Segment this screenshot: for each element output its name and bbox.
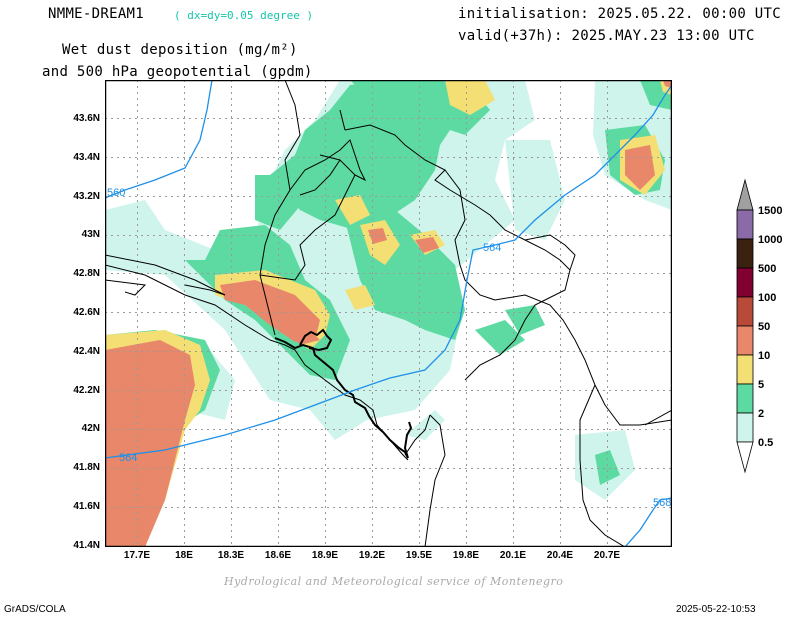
legend-label: 50 xyxy=(758,321,771,333)
map-title-line2: and 500 hPa geopotential (gpdm) xyxy=(42,64,313,80)
legend-swatch xyxy=(736,296,754,327)
legend-swatch xyxy=(736,354,754,385)
lon-label: 19.8E xyxy=(452,550,480,561)
legend-swatch-top xyxy=(736,178,754,211)
contour-label-564-west: 564 xyxy=(119,452,137,464)
lat-label: 43.2N xyxy=(73,191,100,202)
legend-swatch xyxy=(736,325,754,356)
legend-swatch-bottom xyxy=(736,441,754,474)
lon-label: 20.1E xyxy=(499,550,527,561)
legend-swatch xyxy=(736,412,754,443)
lat-label: 41.4N xyxy=(73,540,100,551)
graticule xyxy=(105,80,672,547)
init-time: initialisation: 2025.05.22. 00:00 UTC xyxy=(458,6,781,22)
legend-swatch xyxy=(736,383,754,414)
contour-label-564-east: 564 xyxy=(483,242,501,254)
legend-label: 10 xyxy=(758,350,771,362)
lon-label: 19.5E xyxy=(405,550,433,561)
lat-label: 43.4N xyxy=(73,152,100,163)
legend-label: 2 xyxy=(758,408,765,420)
legend-swatch xyxy=(736,267,754,298)
lat-label: 41.8N xyxy=(73,462,100,473)
lat-label: 41.6N xyxy=(73,501,100,512)
resolution-note: ( dx=dy=0.05 degree ) xyxy=(174,9,314,22)
lon-label: 20.4E xyxy=(546,550,574,561)
lon-label: 20.7E xyxy=(593,550,621,561)
credit-text: Hydrological and Meteorological service … xyxy=(224,575,564,588)
model-name: NMME-DREAM1 xyxy=(48,6,145,22)
contour-label-560: 560 xyxy=(107,187,125,199)
contour-label-568: 568 xyxy=(653,497,671,509)
lon-label: 18.6E xyxy=(264,550,292,561)
lat-label: 42.6N xyxy=(73,307,100,318)
map-title-line1: Wet dust deposition (mg/m²) xyxy=(62,42,298,58)
lat-label: 42.2N xyxy=(73,385,100,396)
legend-label: 1500 xyxy=(758,205,783,217)
legend-label: 0.5 xyxy=(758,437,774,449)
legend-swatch xyxy=(736,209,754,240)
lon-label: 17.7E xyxy=(123,550,151,561)
map-frame xyxy=(105,80,672,547)
coastline xyxy=(274,328,413,459)
footer-software: GrADS/COLA xyxy=(4,604,66,615)
footer-timestamp: 2025-05-22-10:53 xyxy=(676,604,756,615)
legend-label: 100 xyxy=(758,292,777,304)
lon-label: 18.9E xyxy=(311,550,339,561)
lon-label: 19.2E xyxy=(358,550,386,561)
legend-label: 500 xyxy=(758,263,777,275)
legend-label: 5 xyxy=(758,379,765,391)
lat-label: 43.6N xyxy=(73,113,100,124)
map-plot: 560 564 564 568 xyxy=(105,80,672,547)
geopotential-contours xyxy=(105,80,672,547)
lat-label: 42.8N xyxy=(73,268,100,279)
lon-label: 18E xyxy=(175,550,193,561)
lat-label: 42N xyxy=(81,423,100,434)
country-borders xyxy=(105,80,672,547)
legend-colorbar xyxy=(736,178,754,474)
lat-label: 43N xyxy=(81,229,100,240)
lon-label: 18.3E xyxy=(217,550,245,561)
legend-swatch xyxy=(736,238,754,269)
valid-time: valid(+37h): 2025.MAY.23 13:00 UTC xyxy=(458,28,755,44)
lat-label: 42.4N xyxy=(73,346,100,357)
legend-label: 1000 xyxy=(758,234,783,246)
